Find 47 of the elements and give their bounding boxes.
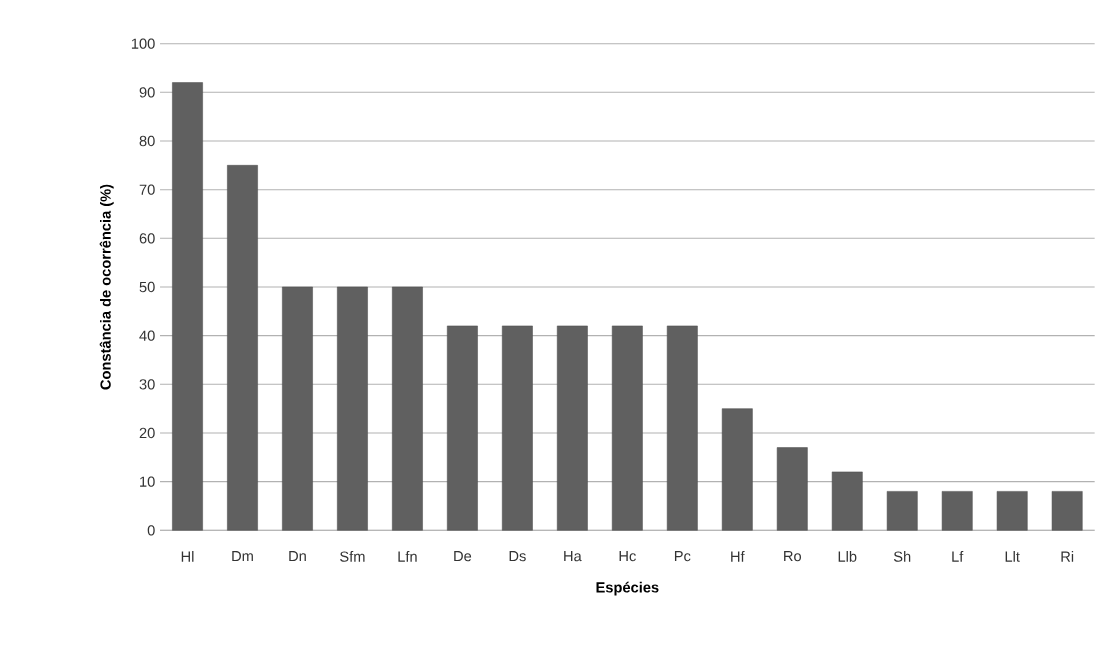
bar — [556, 325, 588, 531]
x-tick-label: Ds — [509, 551, 526, 562]
y-tick-label: 60 — [139, 233, 155, 244]
bar — [611, 325, 643, 531]
y-tick-label: 20 — [139, 427, 155, 439]
x-tick-label: Llt — [1005, 551, 1020, 562]
bar — [501, 325, 533, 531]
y-tick-label: 100 — [131, 38, 155, 49]
x-tick-label: Hc — [619, 551, 636, 562]
x-tick-label: Dn — [289, 551, 306, 562]
bar — [666, 325, 698, 531]
y-tick-label: 80 — [139, 135, 155, 147]
x-tick-label: Llb — [838, 551, 857, 562]
bar — [337, 286, 368, 531]
x-tick-label: Dm — [232, 551, 253, 562]
bar — [776, 447, 808, 531]
y-tick-label: 90 — [139, 87, 155, 98]
bar — [831, 471, 863, 531]
x-tick-label: Pc — [674, 551, 691, 562]
bar — [1051, 491, 1083, 531]
bar — [941, 491, 973, 531]
x-tick-label: Ro — [784, 551, 802, 562]
y-tick-label: 50 — [139, 281, 155, 293]
x-tick-label: Hl — [181, 551, 194, 562]
x-axis-title: Espécies — [596, 581, 659, 596]
x-tick-label: Ha — [564, 551, 582, 562]
x-tick-label: Hf — [731, 551, 745, 562]
y-axis-title: Constância de ocorrência (%) — [99, 184, 114, 390]
x-tick-label: Ri — [1061, 551, 1074, 562]
bar — [282, 286, 313, 531]
bar — [227, 165, 258, 531]
y-tick-label: 40 — [139, 330, 155, 341]
x-tick-label: Sfm — [340, 551, 365, 562]
x-tick-label: Lfn — [398, 551, 417, 562]
bar — [392, 286, 423, 531]
bar — [886, 491, 918, 531]
bar — [996, 491, 1028, 531]
x-tick-label: De — [454, 551, 472, 562]
bar — [172, 82, 203, 531]
y-tick-label: 30 — [139, 379, 155, 390]
y-tick-label: 0 — [147, 525, 155, 536]
bar — [721, 408, 753, 531]
y-tick-label: 10 — [140, 476, 155, 487]
y-tick-label: 70 — [139, 184, 155, 195]
bar — [447, 325, 478, 531]
x-tick-label: Lf — [952, 551, 964, 562]
x-tick-label: Sh — [893, 551, 911, 562]
